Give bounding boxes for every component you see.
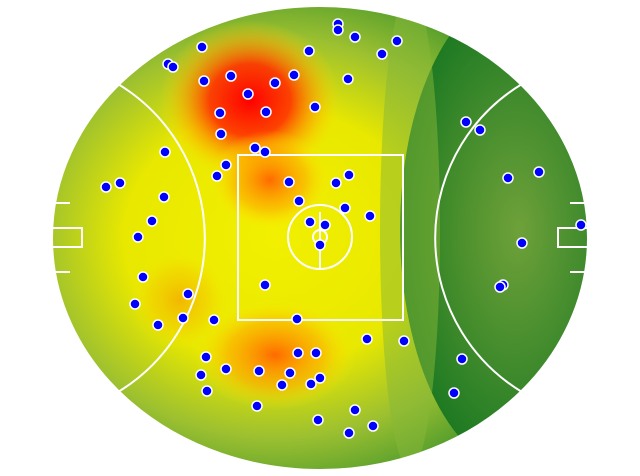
point — [533, 166, 545, 178]
point — [146, 215, 158, 227]
point — [330, 177, 342, 189]
point — [398, 335, 410, 347]
point — [159, 146, 171, 158]
point — [220, 363, 232, 375]
point — [367, 420, 379, 432]
heatmap — [52, 6, 588, 470]
point — [129, 298, 141, 310]
point — [251, 400, 263, 412]
point — [391, 35, 403, 47]
point — [343, 427, 355, 439]
point — [283, 176, 295, 188]
point — [460, 116, 472, 128]
point — [288, 69, 300, 81]
point — [310, 347, 322, 359]
point — [132, 231, 144, 243]
point — [200, 351, 212, 363]
point — [100, 181, 112, 193]
point — [332, 24, 344, 36]
point — [214, 107, 226, 119]
point — [284, 367, 296, 379]
point — [114, 177, 126, 189]
point — [312, 414, 324, 426]
point — [349, 31, 361, 43]
points — [100, 18, 587, 439]
point — [474, 124, 486, 136]
point — [152, 319, 164, 331]
point — [291, 313, 303, 325]
point — [225, 70, 237, 82]
point — [293, 195, 305, 207]
point — [260, 106, 272, 118]
point — [249, 142, 261, 154]
point — [376, 48, 388, 60]
point — [177, 312, 189, 324]
point — [319, 219, 331, 231]
point — [448, 387, 460, 399]
point — [253, 365, 265, 377]
point — [276, 379, 288, 391]
point — [137, 271, 149, 283]
point — [215, 128, 227, 140]
point — [201, 385, 213, 397]
point — [220, 159, 232, 171]
point — [242, 88, 254, 100]
point — [309, 101, 321, 113]
point — [304, 216, 316, 228]
point — [211, 170, 223, 182]
point — [303, 45, 315, 57]
point — [349, 404, 361, 416]
point — [208, 314, 220, 326]
point — [364, 210, 376, 222]
point — [314, 372, 326, 384]
point — [167, 61, 179, 73]
point — [269, 77, 281, 89]
point — [195, 369, 207, 381]
point — [158, 191, 170, 203]
point — [305, 378, 317, 390]
point — [575, 219, 587, 231]
point — [314, 239, 326, 251]
point — [259, 279, 271, 291]
point — [494, 281, 506, 293]
point — [361, 333, 373, 345]
point — [292, 347, 304, 359]
point — [516, 237, 528, 249]
point — [198, 75, 210, 87]
point — [456, 353, 468, 365]
point — [342, 73, 354, 85]
point — [182, 288, 194, 300]
field-lines — [51, 5, 589, 471]
point — [259, 146, 271, 158]
point — [502, 172, 514, 184]
point — [343, 169, 355, 181]
point — [339, 202, 351, 214]
point — [196, 41, 208, 53]
